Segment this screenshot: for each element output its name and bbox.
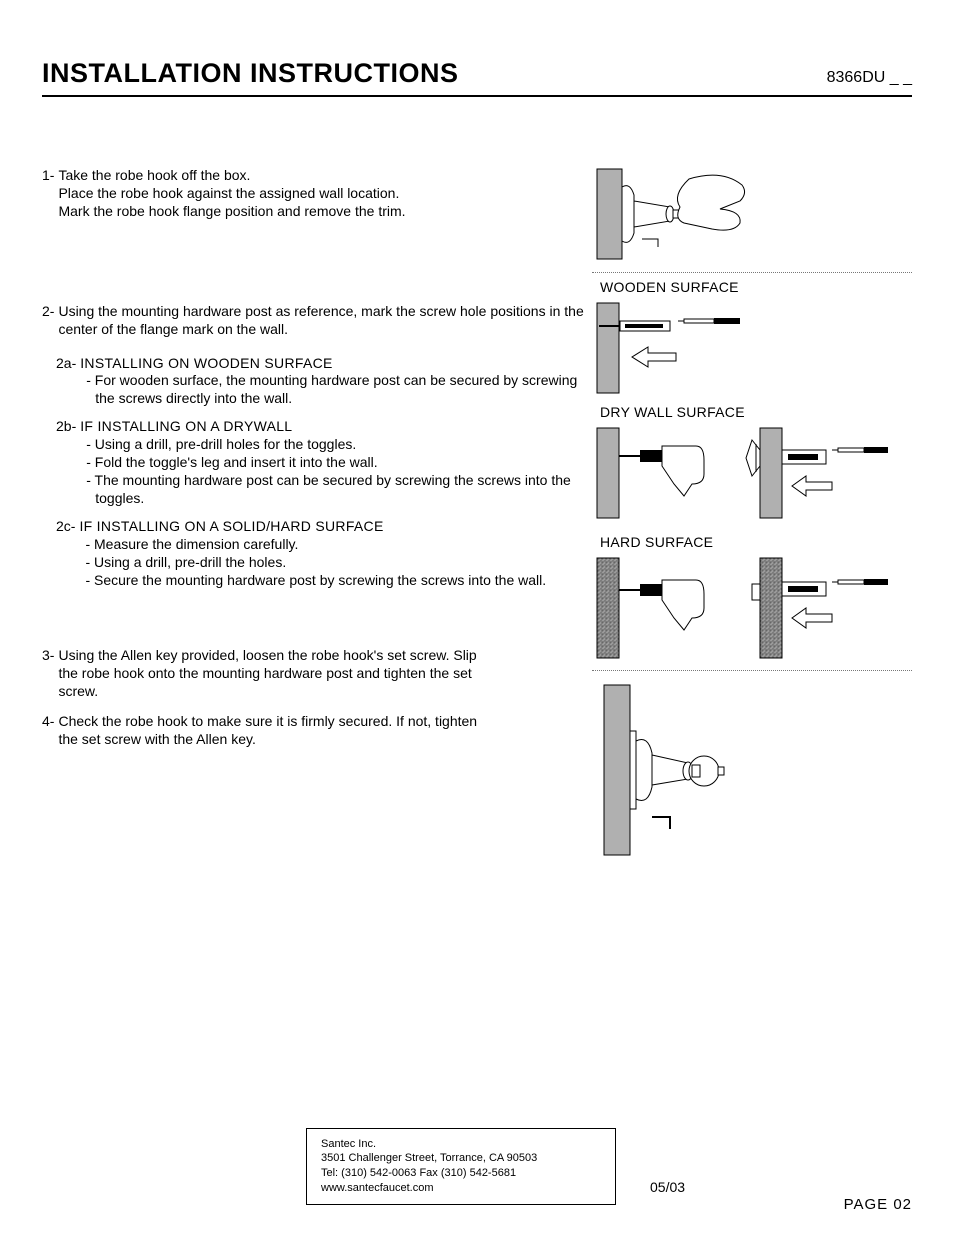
- label-hard: HARD SURFACE: [600, 534, 912, 550]
- bullet: - For wooden surface, the mounting hardw…: [86, 372, 584, 408]
- step-4: 4- Check the robe hook to make sure it i…: [42, 713, 584, 749]
- step-3: 3- Using the Allen key provided, loosen …: [42, 647, 584, 701]
- footer-tel: Tel: (310) 542-0063 Fax (310) 542-5681: [321, 1166, 601, 1181]
- step-text: Mark the robe hook flange position and r…: [58, 203, 405, 221]
- footer-company: Santec Inc.: [321, 1137, 601, 1152]
- substep-number: 2b-: [56, 418, 76, 508]
- step-text: Using the mounting hardware post as refe…: [58, 303, 584, 339]
- step-text: Using the Allen key provided, loosen the…: [58, 647, 488, 701]
- step-number: 2-: [42, 303, 54, 339]
- figure-hard: [592, 556, 912, 666]
- bullet: - The mounting hardware post can be secu…: [86, 472, 584, 508]
- step-1: 1- Take the robe hook off the box. Place…: [42, 167, 584, 221]
- substep-2b: 2b- IF INSTALLING ON A DRYWALL - Using a…: [56, 418, 584, 508]
- substep-2a: 2a- INSTALLING ON WOODEN SURFACE - For w…: [56, 355, 584, 409]
- footer-address: 3501 Challenger Street, Torrance, CA 905…: [321, 1151, 601, 1166]
- substep-title: IF INSTALLING ON A DRYWALL: [80, 418, 292, 434]
- figure-step1: [592, 167, 912, 262]
- model-number: 8366DU _ _: [827, 69, 912, 87]
- step-text: Place the robe hook against the assigned…: [58, 185, 405, 203]
- label-drywall: DRY WALL SURFACE: [600, 404, 912, 420]
- footer-web: www.santecfaucet.com: [321, 1181, 601, 1196]
- footer-page: PAGE 02: [844, 1196, 912, 1213]
- footer-company-box: Santec Inc. 3501 Challenger Street, Torr…: [306, 1128, 616, 1205]
- step-number: 4-: [42, 713, 54, 749]
- page-title: INSTALLATION INSTRUCTIONS: [42, 58, 458, 89]
- substep-title: IF INSTALLING ON A SOLID/HARD SURFACE: [79, 518, 383, 534]
- figure-drywall: [592, 426, 912, 526]
- substep-number: 2a-: [56, 355, 76, 409]
- bullet: - Fold the toggle's leg and insert it in…: [86, 454, 584, 472]
- bullet: - Using a drill, pre-drill holes for the…: [86, 436, 584, 454]
- label-wooden: WOODEN SURFACE: [600, 279, 912, 295]
- bullet: - Secure the mounting hardware post by s…: [85, 572, 546, 590]
- step-number: 1-: [42, 167, 54, 221]
- step-text: Take the robe hook off the box.: [58, 167, 405, 185]
- step-number: 3-: [42, 647, 54, 701]
- step-2: 2- Using the mounting hardware post as r…: [42, 303, 584, 339]
- footer-date: 05/03: [650, 1179, 685, 1195]
- bullet: - Measure the dimension carefully.: [85, 536, 546, 554]
- substep-title: INSTALLING ON WOODEN SURFACE: [80, 355, 332, 371]
- figure-step3: [592, 683, 912, 858]
- substep-number: 2c-: [56, 518, 75, 590]
- figure-wood: [592, 301, 912, 396]
- step-text: Check the robe hook to make sure it is f…: [58, 713, 488, 749]
- bullet: - Using a drill, pre-drill the holes.: [85, 554, 546, 572]
- substep-2c: 2c- IF INSTALLING ON A SOLID/HARD SURFAC…: [56, 518, 584, 590]
